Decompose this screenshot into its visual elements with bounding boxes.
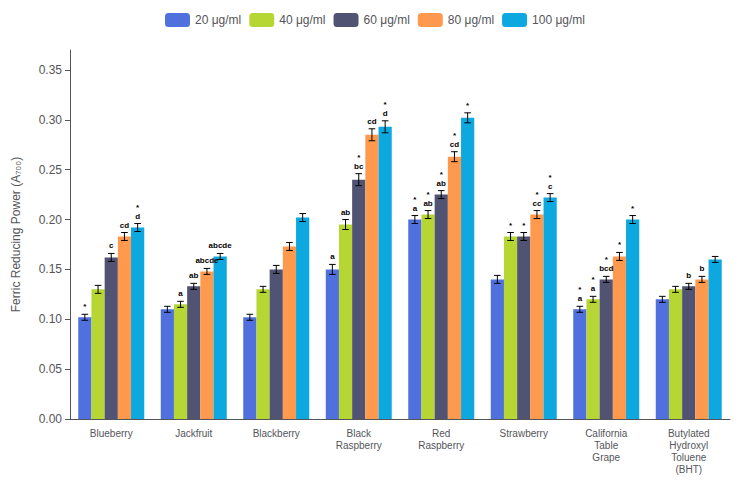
svg-text:ab: ab — [341, 208, 350, 217]
svg-text:60 μg/ml: 60 μg/ml — [364, 13, 410, 27]
svg-text:*: * — [522, 221, 526, 230]
svg-text:b: b — [700, 264, 705, 273]
svg-text:*: * — [453, 131, 457, 140]
svg-text:80 μg/ml: 80 μg/ml — [448, 13, 494, 27]
svg-text:*: * — [605, 255, 609, 264]
svg-text:California: California — [585, 428, 628, 439]
svg-text:ab: ab — [189, 271, 198, 280]
svg-text:*: * — [357, 153, 361, 162]
svg-text:b: b — [686, 271, 691, 280]
svg-text:ab: ab — [423, 199, 432, 208]
svg-text:*: * — [83, 302, 87, 311]
svg-text:*: * — [618, 240, 622, 249]
svg-text:*: * — [136, 203, 140, 212]
svg-text:d: d — [135, 212, 140, 221]
svg-text:*: * — [413, 195, 417, 204]
svg-text:abcde: abcde — [209, 241, 233, 250]
svg-text:0.30: 0.30 — [39, 113, 63, 127]
svg-text:Toluene: Toluene — [671, 452, 706, 463]
svg-text:*: * — [535, 190, 539, 199]
svg-text:c: c — [109, 241, 114, 250]
svg-text:Butylated: Butylated — [668, 428, 710, 439]
svg-text:cd: cd — [450, 140, 459, 149]
svg-text:*: * — [509, 221, 513, 230]
svg-text:cd: cd — [367, 117, 376, 126]
svg-text:*: * — [578, 285, 582, 294]
svg-text:cc: cc — [532, 199, 541, 208]
svg-text:Raspberry: Raspberry — [418, 440, 464, 451]
svg-text:ab: ab — [437, 179, 446, 188]
svg-text:*: * — [384, 100, 388, 109]
svg-text:*: * — [466, 101, 470, 110]
svg-text:bcd: bcd — [599, 264, 613, 273]
svg-text:a: a — [591, 284, 596, 293]
svg-text:0.15: 0.15 — [39, 262, 63, 276]
svg-text:a: a — [178, 289, 183, 298]
svg-text:a: a — [578, 294, 583, 303]
svg-text:*: * — [426, 190, 430, 199]
svg-text:Strawberry: Strawberry — [500, 428, 548, 439]
svg-text:0.05: 0.05 — [39, 362, 63, 376]
svg-text:Ferric Reducing Power (A₇₀₀): Ferric Reducing Power (A₇₀₀) — [9, 157, 23, 312]
svg-text:cd: cd — [120, 221, 129, 230]
svg-text:20 μg/ml: 20 μg/ml — [195, 13, 241, 27]
svg-text:Grape: Grape — [592, 452, 620, 463]
svg-text:*: * — [631, 204, 635, 213]
svg-text:a: a — [330, 252, 335, 261]
svg-text:(BHT): (BHT) — [675, 464, 702, 475]
svg-text:40 μg/ml: 40 μg/ml — [279, 13, 325, 27]
svg-text:0.25: 0.25 — [39, 163, 63, 177]
svg-text:Red: Red — [432, 428, 450, 439]
svg-text:0.00: 0.00 — [39, 412, 63, 426]
svg-text:Blackberry: Blackberry — [253, 428, 300, 439]
svg-text:0.20: 0.20 — [39, 213, 63, 227]
svg-text:0.10: 0.10 — [39, 312, 63, 326]
svg-text:*: * — [591, 275, 595, 284]
svg-text:Jackfruit: Jackfruit — [175, 428, 212, 439]
svg-text:Table: Table — [594, 440, 618, 451]
svg-text:abcde: abcde — [195, 256, 219, 265]
svg-text:100 μg/ml: 100 μg/ml — [532, 13, 585, 27]
svg-text:a: a — [413, 204, 418, 213]
svg-text:bc: bc — [354, 162, 364, 171]
svg-text:d: d — [383, 109, 388, 118]
svg-text:Raspberry: Raspberry — [336, 440, 382, 451]
svg-text:*: * — [549, 173, 553, 182]
svg-text:Blueberry: Blueberry — [90, 428, 133, 439]
svg-text:*: * — [440, 170, 444, 179]
svg-text:0.35: 0.35 — [39, 63, 63, 77]
svg-text:c: c — [548, 182, 553, 191]
svg-text:Hydroxyl: Hydroxyl — [669, 440, 708, 451]
svg-text:Black: Black — [347, 428, 372, 439]
